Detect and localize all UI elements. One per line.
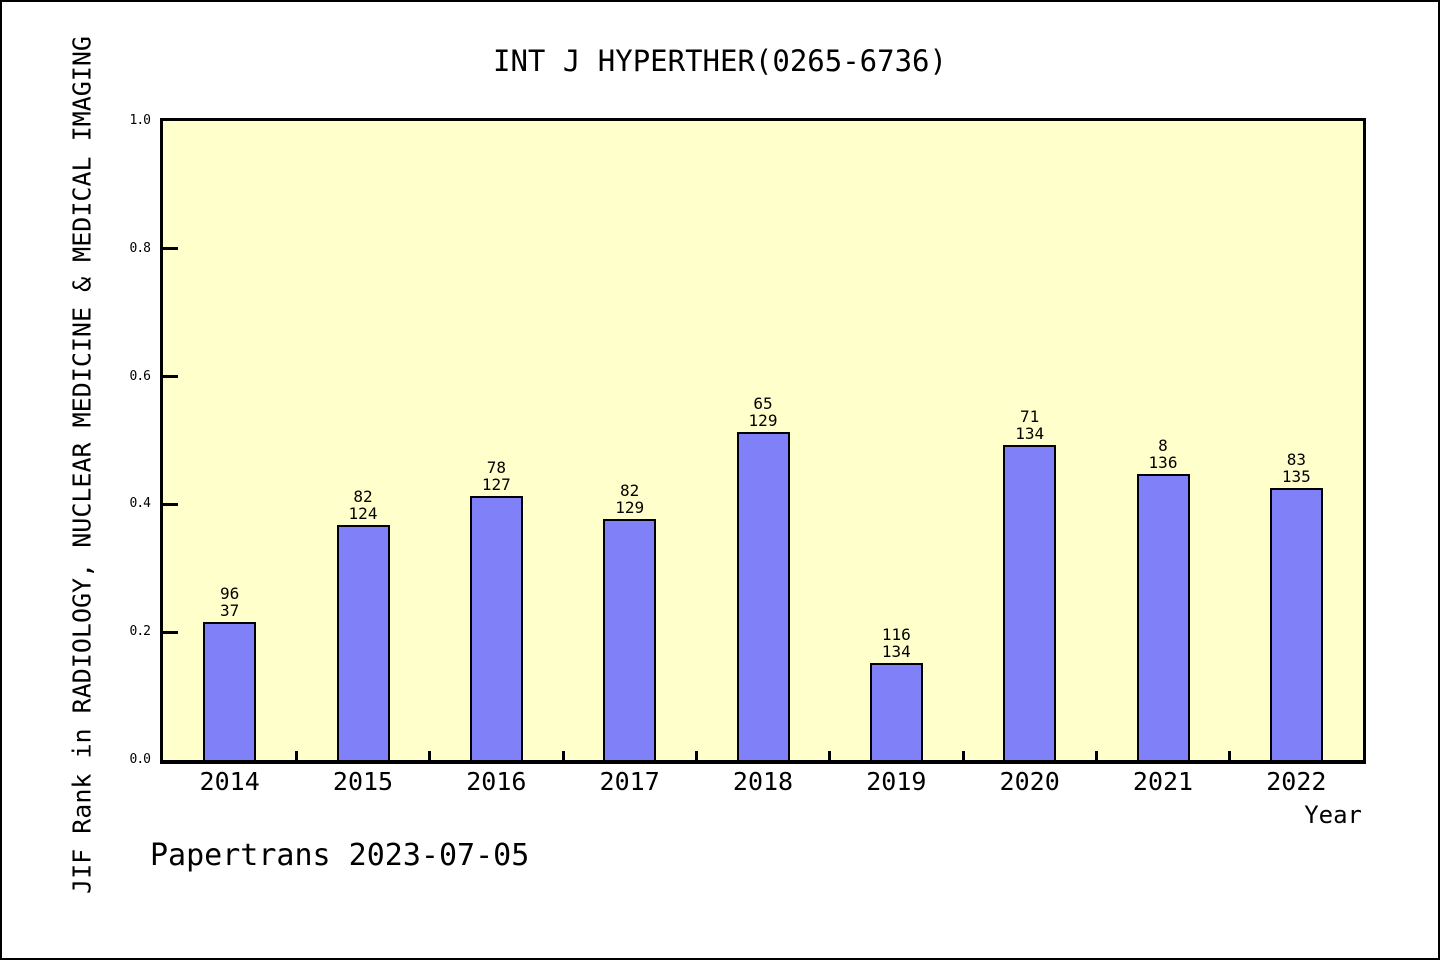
plot-area: 96 37 82 124 78 127 82 129 65 129 116 134 71 134 8 136 8… [160,118,1366,764]
x-minor-tick [828,751,832,760]
bar-2015 [336,525,390,760]
y-tick-label-0.2: 0.2 [129,624,151,640]
x-tick-label-2017: 2017 [599,767,660,796]
x-tick-label-2016: 2016 [466,767,527,796]
bar-label-total: 136 [1148,453,1178,472]
bar-label-rank: 8 [1158,436,1168,455]
y-tick-label-0.8: 0.8 [129,240,151,256]
bar-label-total: 129 [748,411,778,430]
x-tick-label-2019: 2019 [866,767,927,796]
x-minor-tick [1228,751,1232,760]
x-tick-label-2015: 2015 [332,767,394,796]
bar-value-label-2015: 82 124 [293,488,433,522]
bar-2018 [736,432,790,760]
bar-2021 [1136,474,1190,760]
bar-2022 [1269,488,1323,760]
bar-label-total: 127 [481,475,511,494]
bar-value-label-2020: 71 134 [960,408,1100,442]
bar-2016 [469,496,523,760]
bar-label-rank: 78 [486,458,506,477]
bar-2017 [603,519,657,760]
bar-2019 [869,663,923,760]
bar-label-total: 37 [220,601,240,620]
footer-watermark: Papertrans 2023-07-05 [150,838,530,873]
y-tick-0.8 [163,247,178,251]
bar-label-total: 134 [1015,424,1045,443]
x-tick-label-2020: 2020 [999,767,1060,796]
y-tick-label-0.6: 0.6 [129,368,151,384]
x-tick-label-2021: 2021 [1132,767,1194,796]
x-minor-tick [428,751,432,760]
bar-2020 [1003,445,1057,760]
bar-label-total: 129 [615,498,645,517]
bar-value-label-2017: 82 129 [560,482,700,516]
bar-label-total: 135 [1281,467,1311,486]
x-minor-tick [694,751,698,760]
x-tick-label-2018: 2018 [732,767,794,796]
y-tick-label-1.0: 1.0 [129,113,151,128]
bar-value-label-2018: 65 129 [693,395,833,429]
bar-2014 [203,622,257,760]
bar-label-total: 134 [881,642,911,661]
bar-label-rank: 82 [353,487,373,506]
y-tick-label-0.4: 0.4 [129,496,151,512]
x-tick-label-2014: 2014 [199,767,260,796]
bar-value-label-2021: 8 136 [1093,437,1233,471]
bar-label-rank: 71 [1020,407,1040,426]
x-minor-tick [961,751,965,760]
x-axis-label: Year [1304,801,1362,829]
x-minor-tick [1094,751,1098,760]
x-tick-label-2022: 2022 [1266,767,1327,796]
bar-value-label-2014: 96 37 [160,585,300,619]
bar-label-total: 124 [348,504,378,523]
bar-label-rank: 65 [753,394,773,413]
bar-label-rank: 82 [620,481,640,500]
bar-value-label-2016: 78 127 [426,459,566,493]
bar-value-label-2022: 83 135 [1226,451,1366,485]
chart-title: INT J HYPERTHER(0265-6736) [493,44,947,78]
bar-label-rank: 116 [881,625,911,644]
bar-label-rank: 83 [1286,450,1306,469]
y-tick-0.2 [163,630,178,634]
x-minor-tick [561,751,565,760]
y-tick-label-0.0: 0.0 [129,752,151,767]
y-tick-0.6 [163,375,178,379]
y-tick-0.4 [163,502,178,506]
bar-value-label-2019: 116 134 [826,626,966,660]
bar-label-rank: 96 [220,584,240,603]
x-minor-tick [294,751,298,760]
